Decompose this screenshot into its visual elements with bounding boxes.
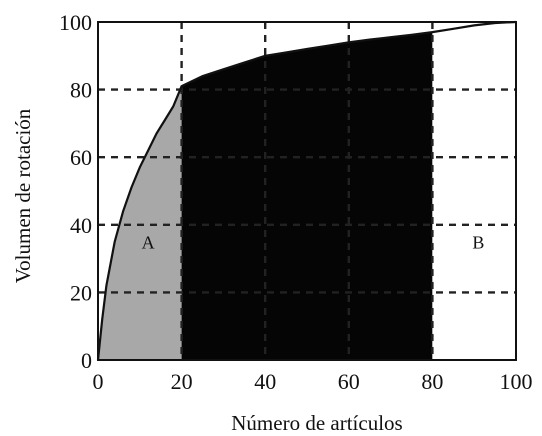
region-area-2 <box>181 32 433 360</box>
grid-lines <box>98 22 516 360</box>
cumulative-curve-line <box>96 20 517 361</box>
y-tick-label: 0 <box>81 348 92 373</box>
x-tick-label: 0 <box>93 369 104 394</box>
y-tick-label: 80 <box>70 78 92 103</box>
y-tick-label: 60 <box>70 145 92 170</box>
plot-frame <box>97 21 517 361</box>
tick-labels: 0 20 40 60 80 100 0 20 40 60 80 100 <box>59 10 533 394</box>
x-tick-label: 20 <box>171 369 193 394</box>
region-area-3 <box>432 22 516 360</box>
x-tick-label: 40 <box>254 369 276 394</box>
x-tick-label: 60 <box>338 369 360 394</box>
y-axis-label: Volumen de rotación <box>11 108 35 283</box>
x-tick-label: 100 <box>500 369 533 394</box>
y-tick-label: 100 <box>59 10 92 35</box>
plot-area <box>98 22 516 360</box>
x-axis-label: Número de artículos <box>231 411 402 435</box>
curve-layer <box>96 20 517 361</box>
x-tick-label: 80 <box>421 369 443 394</box>
region-area-1 <box>98 86 182 360</box>
region-label-a: A <box>142 232 155 252</box>
region-label-b: B <box>472 232 484 252</box>
y-tick-label: 20 <box>70 280 92 305</box>
y-tick-label: 40 <box>70 213 92 238</box>
